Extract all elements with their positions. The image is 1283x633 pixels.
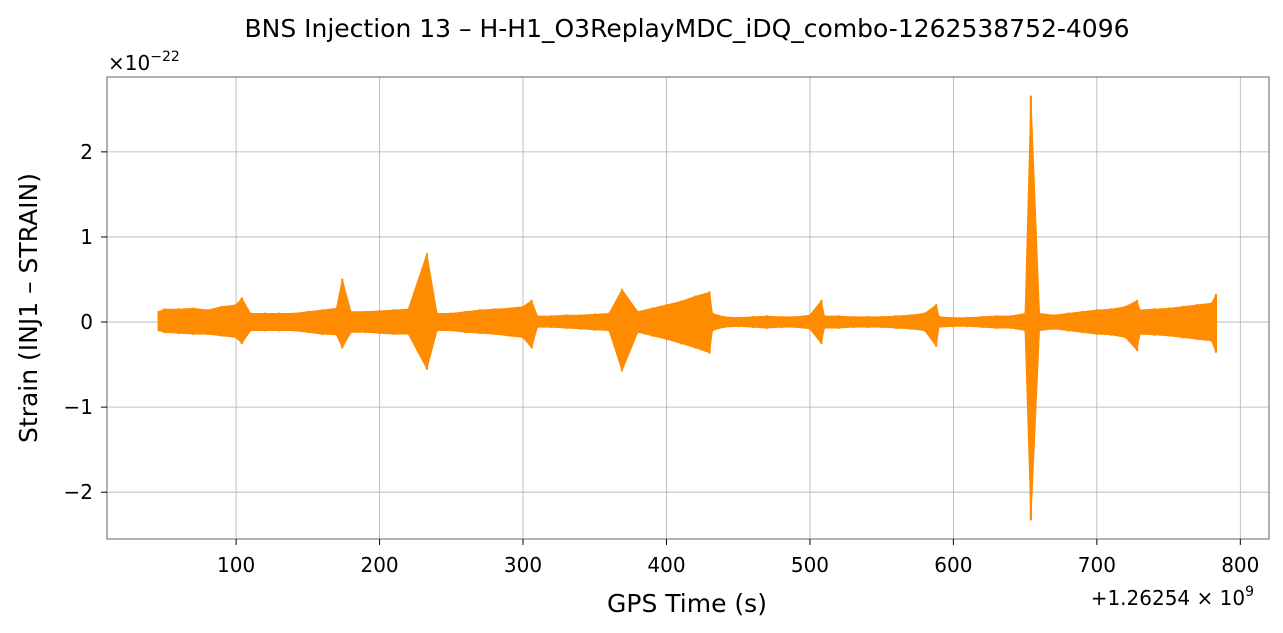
y-axis-ticks: −2 −1 0 1 2: [64, 140, 107, 504]
chart-title: BNS Injection 13 – H-H1_O3ReplayMDC_iDQ_…: [244, 14, 1129, 43]
y-scale-exponent: −22: [150, 49, 180, 65]
y-tick-label: 1: [80, 225, 93, 249]
x-tick-label: 100: [217, 553, 255, 577]
y-scale-base: ×10: [108, 51, 150, 75]
x-offset-base: +1.26254 × 10: [1091, 586, 1245, 610]
y-tick-label: 0: [80, 310, 93, 334]
x-tick-label: 400: [647, 553, 685, 577]
x-axis-label: GPS Time (s): [607, 589, 767, 618]
x-tick-label: 800: [1221, 553, 1259, 577]
x-tick-label: 700: [1078, 553, 1116, 577]
x-axis-ticks: 100 200 300 400 500 600 700 800: [217, 539, 1259, 577]
y-axis-label: Strain (INJ1 – STRAIN): [14, 173, 43, 443]
y-tick-label: −1: [64, 395, 93, 419]
x-tick-label: 500: [791, 553, 829, 577]
x-tick-label: 600: [934, 553, 972, 577]
y-scale-multiplier: ×10−22: [108, 49, 180, 75]
x-offset-label: +1.26254 × 109: [1091, 584, 1254, 610]
plot-frame: [106, 76, 1270, 540]
x-tick-label: 200: [360, 553, 398, 577]
y-tick-label: 2: [80, 140, 93, 164]
x-tick-label: 300: [504, 553, 542, 577]
y-tick-label: −2: [64, 480, 93, 504]
series-layer: [157, 95, 1218, 521]
x-offset-exponent: 9: [1245, 584, 1254, 600]
